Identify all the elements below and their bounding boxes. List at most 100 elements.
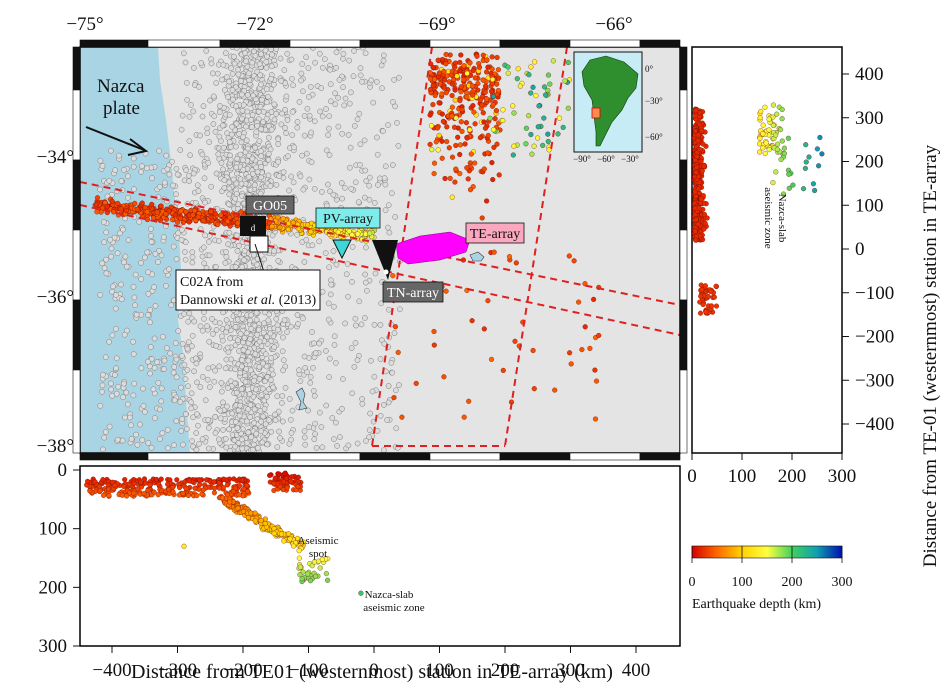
background-event (150, 386, 157, 393)
background-event (390, 99, 396, 105)
event-marker (183, 209, 189, 215)
background-event (258, 174, 264, 181)
event-marker (500, 107, 506, 113)
background-event (185, 383, 191, 390)
background-event (147, 307, 154, 313)
background-event (142, 254, 148, 261)
background-event (286, 187, 293, 194)
station-go05: d GO05 (240, 195, 295, 236)
background-event (351, 123, 358, 129)
background-event (269, 51, 275, 58)
event-marker (441, 85, 447, 91)
background-event (190, 414, 196, 421)
background-event (141, 409, 148, 415)
event-marker (560, 124, 566, 130)
event-marker (506, 254, 513, 260)
event-marker (780, 191, 787, 197)
background-event (264, 53, 270, 60)
background-event (332, 101, 339, 108)
background-event (189, 259, 196, 266)
background-event (305, 65, 312, 71)
event-marker (692, 228, 698, 234)
background-event (197, 132, 204, 139)
background-event (204, 376, 211, 383)
background-event (160, 234, 167, 241)
event-marker (119, 492, 125, 498)
event-marker (174, 219, 181, 225)
background-event (232, 264, 239, 270)
event-marker (236, 483, 243, 489)
aseismic-spot-label: Aseismic (298, 535, 339, 547)
background-event (122, 253, 129, 260)
background-event (149, 175, 155, 181)
lake-shape (469, 251, 485, 262)
event-marker (552, 387, 558, 393)
event-marker (495, 67, 501, 73)
bottom-x-tick-label: −400 (92, 660, 131, 681)
background-event (216, 133, 223, 140)
background-event (173, 356, 180, 363)
background-event (258, 392, 265, 399)
background-event (217, 415, 224, 422)
background-event (260, 360, 266, 367)
background-event (139, 437, 146, 443)
background-event (124, 401, 131, 408)
background-event (359, 401, 366, 407)
event-marker (505, 70, 511, 76)
background-event (323, 106, 329, 112)
event-marker (480, 110, 486, 116)
background-event (288, 436, 294, 443)
background-event (184, 425, 190, 432)
background-event (249, 112, 256, 118)
event-marker (121, 483, 127, 489)
background-event (319, 189, 325, 195)
event-marker (431, 160, 438, 166)
background-event (358, 321, 365, 328)
profile-box-ns (371, 47, 568, 447)
station-te-array: TE-array (395, 222, 525, 265)
event-marker (271, 530, 277, 536)
background-event (233, 232, 240, 239)
background-event (245, 70, 252, 77)
background-event (277, 435, 283, 441)
background-event (258, 126, 265, 132)
background-event (177, 147, 184, 153)
bottom-zone-label: Nazca-slab (365, 589, 414, 601)
event-marker (185, 492, 191, 499)
event-marker (786, 171, 792, 177)
background-event (265, 172, 272, 179)
background-event (161, 179, 168, 186)
background-event (377, 356, 384, 362)
ocean-area (80, 47, 190, 453)
c02a-label: et al. (247, 293, 275, 308)
background-event (325, 125, 332, 132)
event-marker (453, 142, 459, 149)
background-event (316, 50, 323, 57)
background-event (389, 369, 396, 376)
background-event (359, 78, 365, 85)
background-event (173, 256, 180, 263)
study-area-marker (591, 107, 601, 119)
right-x-tick-label: 0 (687, 466, 697, 487)
background-event (113, 355, 120, 362)
background-event (275, 136, 281, 143)
background-event (307, 373, 314, 380)
background-event (280, 334, 286, 341)
event-marker (441, 374, 447, 380)
background-event (152, 415, 158, 421)
background-event (323, 147, 330, 154)
background-event (179, 227, 185, 233)
background-event (332, 419, 339, 426)
background-event (224, 344, 231, 351)
background-event (97, 292, 104, 298)
event-marker (440, 118, 446, 124)
background-event (226, 139, 233, 145)
right-y-tick-label: −300 (855, 370, 894, 391)
background-event (341, 184, 348, 191)
background-event (394, 119, 400, 126)
background-event (185, 318, 192, 325)
background-event (122, 414, 128, 421)
background-event (239, 115, 245, 122)
background-event (294, 119, 301, 125)
background-event (294, 312, 301, 318)
